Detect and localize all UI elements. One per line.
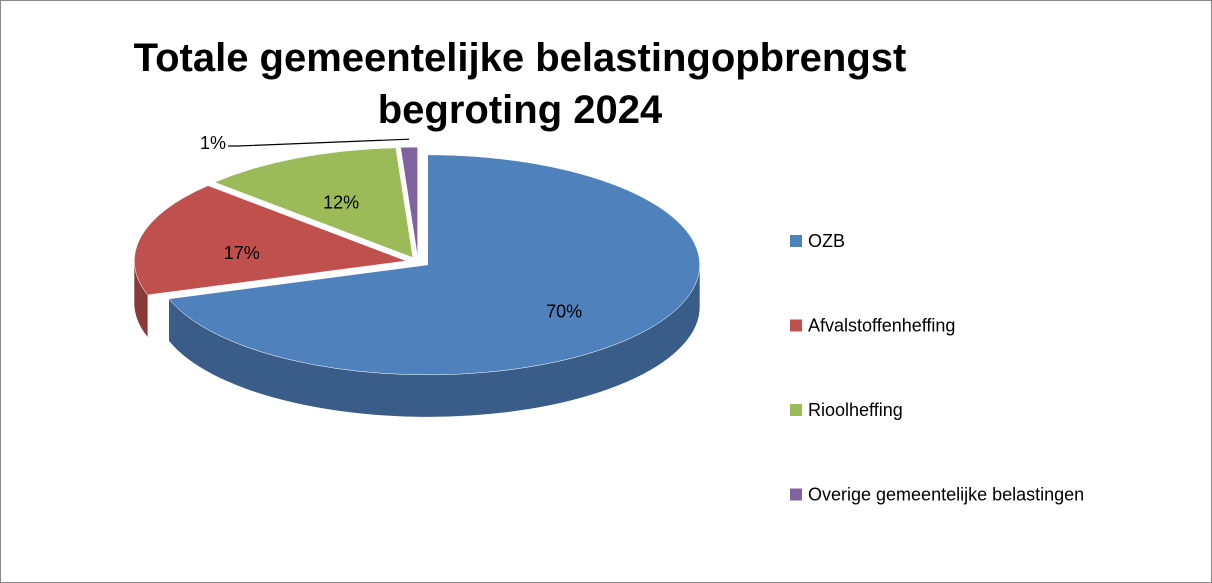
- legend-swatch: [790, 488, 802, 501]
- slice-side: [169, 264, 700, 417]
- slice-side: [134, 260, 148, 337]
- legend-label: OZB: [808, 231, 845, 251]
- data-label: 70%: [546, 302, 582, 322]
- slice: [400, 146, 418, 258]
- legend-label: Afvalstoffenheffing: [808, 315, 955, 335]
- leader-line: [228, 138, 410, 147]
- data-label: 1%: [200, 133, 226, 153]
- legend-swatch: [790, 404, 802, 416]
- legend-label: Overige gemeentelijke belastingen: [808, 484, 1084, 504]
- legend-swatch: [790, 235, 802, 247]
- data-label: 12%: [323, 193, 359, 213]
- legend-label: Rioolheffing: [808, 400, 903, 420]
- legend-swatch: [790, 319, 802, 332]
- data-label: 17%: [224, 243, 260, 263]
- chart-title: Totale gemeentelijke belastingopbrengst …: [133, 36, 907, 132]
- slice: [168, 154, 700, 376]
- slice: [134, 185, 407, 296]
- slice: [213, 147, 414, 258]
